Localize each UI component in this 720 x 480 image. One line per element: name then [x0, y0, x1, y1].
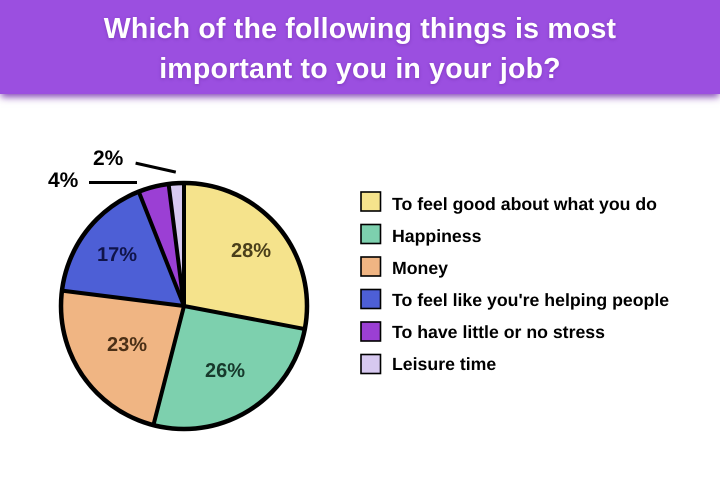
svg-text:4%: 4% — [48, 169, 79, 192]
svg-text:2%: 2% — [93, 147, 124, 170]
svg-text:To have little or no stress: To have little or no stress — [392, 322, 605, 342]
svg-text:Happiness: Happiness — [392, 226, 482, 246]
svg-text:To feel like you're helping pe: To feel like you're helping people — [392, 290, 669, 310]
svg-text:23%: 23% — [107, 334, 147, 356]
svg-text:To feel good about what you do: To feel good about what you do — [392, 194, 657, 214]
svg-text:26%: 26% — [205, 360, 245, 382]
svg-text:17%: 17% — [97, 244, 137, 266]
svg-text:28%: 28% — [231, 240, 271, 262]
svg-text:Leisure time: Leisure time — [392, 354, 496, 374]
svg-text:Money: Money — [392, 258, 448, 278]
